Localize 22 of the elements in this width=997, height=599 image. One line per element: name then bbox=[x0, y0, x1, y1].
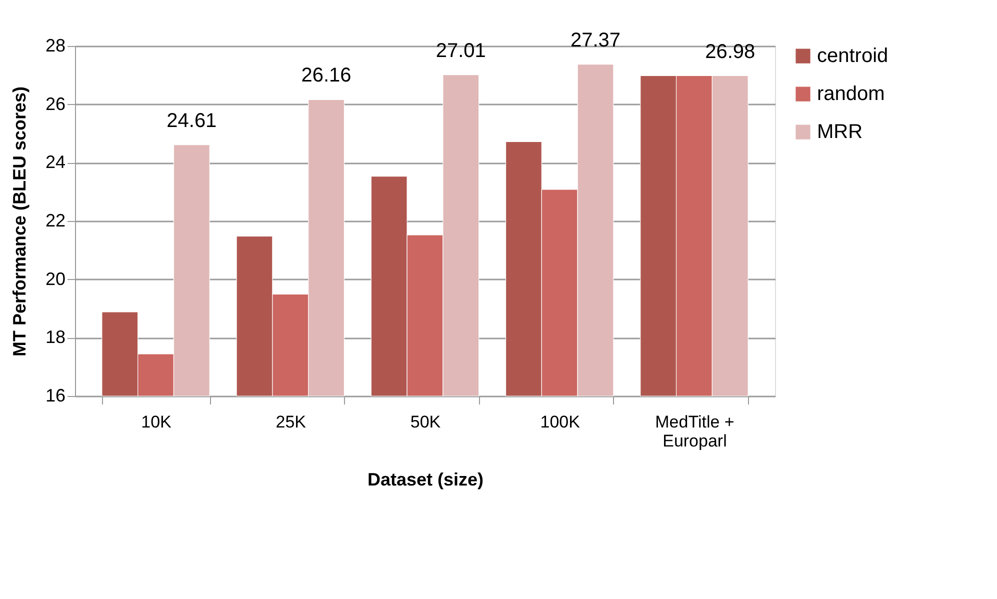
data-label: 26.16 bbox=[301, 64, 352, 87]
y-tick-label: 24 bbox=[45, 152, 66, 172]
legend-label: random bbox=[817, 83, 885, 105]
data-label: 27.37 bbox=[570, 29, 621, 52]
legend-label: centroid bbox=[817, 45, 888, 67]
data-label: 27.01 bbox=[436, 40, 486, 62]
data-label: 24.61 bbox=[166, 110, 217, 132]
y-tick-label: 22 bbox=[45, 210, 66, 230]
y-tick-label: 20 bbox=[45, 268, 66, 289]
y-tick-label: 18 bbox=[45, 327, 66, 348]
x-tick-label: 25K bbox=[276, 412, 307, 432]
y-tick-label: 26 bbox=[45, 94, 66, 114]
x-tick-label: 50K bbox=[410, 412, 442, 432]
x-tick-label: 100K bbox=[540, 412, 581, 432]
y-tick-label: 28 bbox=[45, 36, 66, 56]
y-tick-label: 16 bbox=[45, 386, 66, 406]
x-tick-label: 10K bbox=[141, 412, 172, 432]
y-axis-title: MT Performance (BLEU scores) bbox=[9, 86, 30, 357]
x-tick-label: MedTitle + Europarl bbox=[655, 412, 734, 450]
data-label: 26.98 bbox=[705, 40, 756, 63]
x-axis-title: Dataset (size) bbox=[367, 470, 484, 490]
legend-label: MRR bbox=[817, 121, 863, 143]
